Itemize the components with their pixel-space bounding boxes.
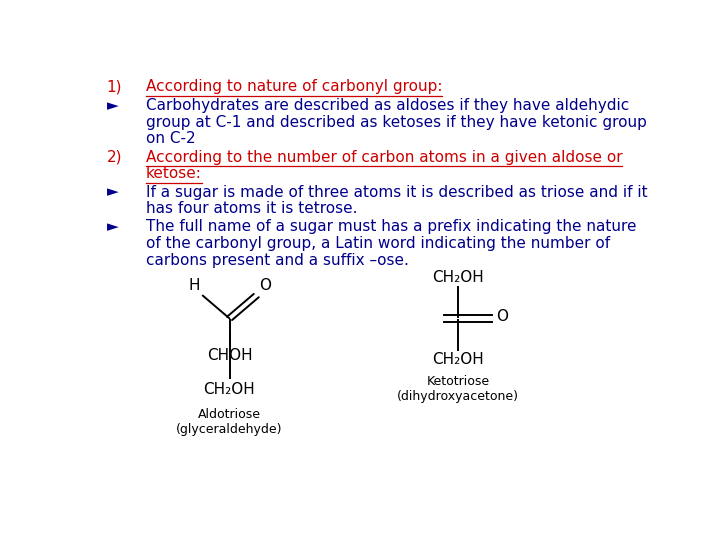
- Text: The full name of a sugar must has a prefix indicating the nature: The full name of a sugar must has a pref…: [145, 219, 636, 234]
- Text: of the carbonyl group, a Latin word indicating the number of: of the carbonyl group, a Latin word indi…: [145, 236, 610, 251]
- Text: Carbohydrates are described as aldoses if they have aldehydic: Carbohydrates are described as aldoses i…: [145, 98, 629, 113]
- Text: ketose:: ketose:: [145, 166, 202, 181]
- Text: CH₂OH: CH₂OH: [433, 352, 484, 367]
- Text: CHOH: CHOH: [207, 348, 252, 363]
- Text: has four atoms it is tetrose.: has four atoms it is tetrose.: [145, 201, 357, 216]
- Text: 1): 1): [107, 79, 122, 94]
- Text: 2): 2): [107, 150, 122, 165]
- Text: CH₂OH: CH₂OH: [204, 382, 256, 397]
- Text: According to the number of carbon atoms in a given aldose or: According to the number of carbon atoms …: [145, 150, 622, 165]
- Text: group at C-1 and described as ketoses if they have ketonic group: group at C-1 and described as ketoses if…: [145, 114, 647, 130]
- Text: If a sugar is made of three atoms it is described as triose and if it: If a sugar is made of three atoms it is …: [145, 185, 647, 200]
- Text: ►: ►: [107, 219, 119, 234]
- Text: O: O: [259, 279, 271, 294]
- Text: ►: ►: [107, 185, 119, 200]
- Text: on C-2: on C-2: [145, 131, 195, 146]
- Text: CH₂OH: CH₂OH: [433, 270, 484, 285]
- Text: Ketotriose
(dihydroxyacetone): Ketotriose (dihydroxyacetone): [397, 375, 519, 403]
- Text: O: O: [496, 309, 508, 324]
- Text: H: H: [189, 279, 200, 294]
- Text: Aldotriose
(glyceraldehyde): Aldotriose (glyceraldehyde): [176, 408, 283, 436]
- Text: ►: ►: [107, 98, 119, 113]
- Text: carbons present and a suffix –ose.: carbons present and a suffix –ose.: [145, 253, 409, 268]
- Text: According to nature of carbonyl group:: According to nature of carbonyl group:: [145, 79, 442, 94]
